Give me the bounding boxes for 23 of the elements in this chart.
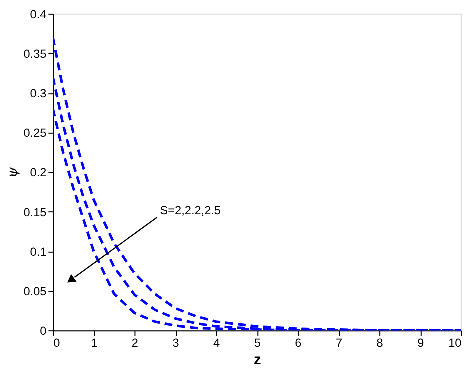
y-axis-title: ψ: [4, 167, 21, 178]
y-tick-label: 0.1: [30, 244, 47, 259]
x-tick-label: 1: [91, 336, 98, 350]
x-tick-label: 10: [448, 336, 462, 350]
y-tick-label: 0.05: [24, 284, 48, 298]
y-tick-label: 0: [40, 324, 48, 338]
y-tick-label: 0.3: [30, 86, 48, 101]
x-tick-label: 9: [418, 336, 424, 350]
y-tick-label: 0.4: [30, 7, 48, 22]
x-tick-label: 7: [336, 336, 343, 350]
y-tick-label: 0.25: [24, 126, 48, 140]
x-axis-title: z: [254, 352, 262, 369]
x-tick-label: 4: [214, 336, 221, 350]
x-tick-label: 0: [54, 336, 61, 350]
x-tick-label: 2: [132, 336, 138, 350]
y-tick-label: 0.2: [30, 166, 47, 180]
x-tick-label: 3: [172, 336, 180, 350]
y-tick-label: 0.15: [24, 205, 48, 220]
x-tick-label: 8: [376, 336, 384, 350]
x-tick-label: 5: [254, 336, 262, 350]
x-tick-label: 6: [295, 336, 302, 350]
y-tick-label: 0.35: [24, 46, 48, 61]
annotation: S=2,2.2,2.5: [160, 204, 222, 218]
